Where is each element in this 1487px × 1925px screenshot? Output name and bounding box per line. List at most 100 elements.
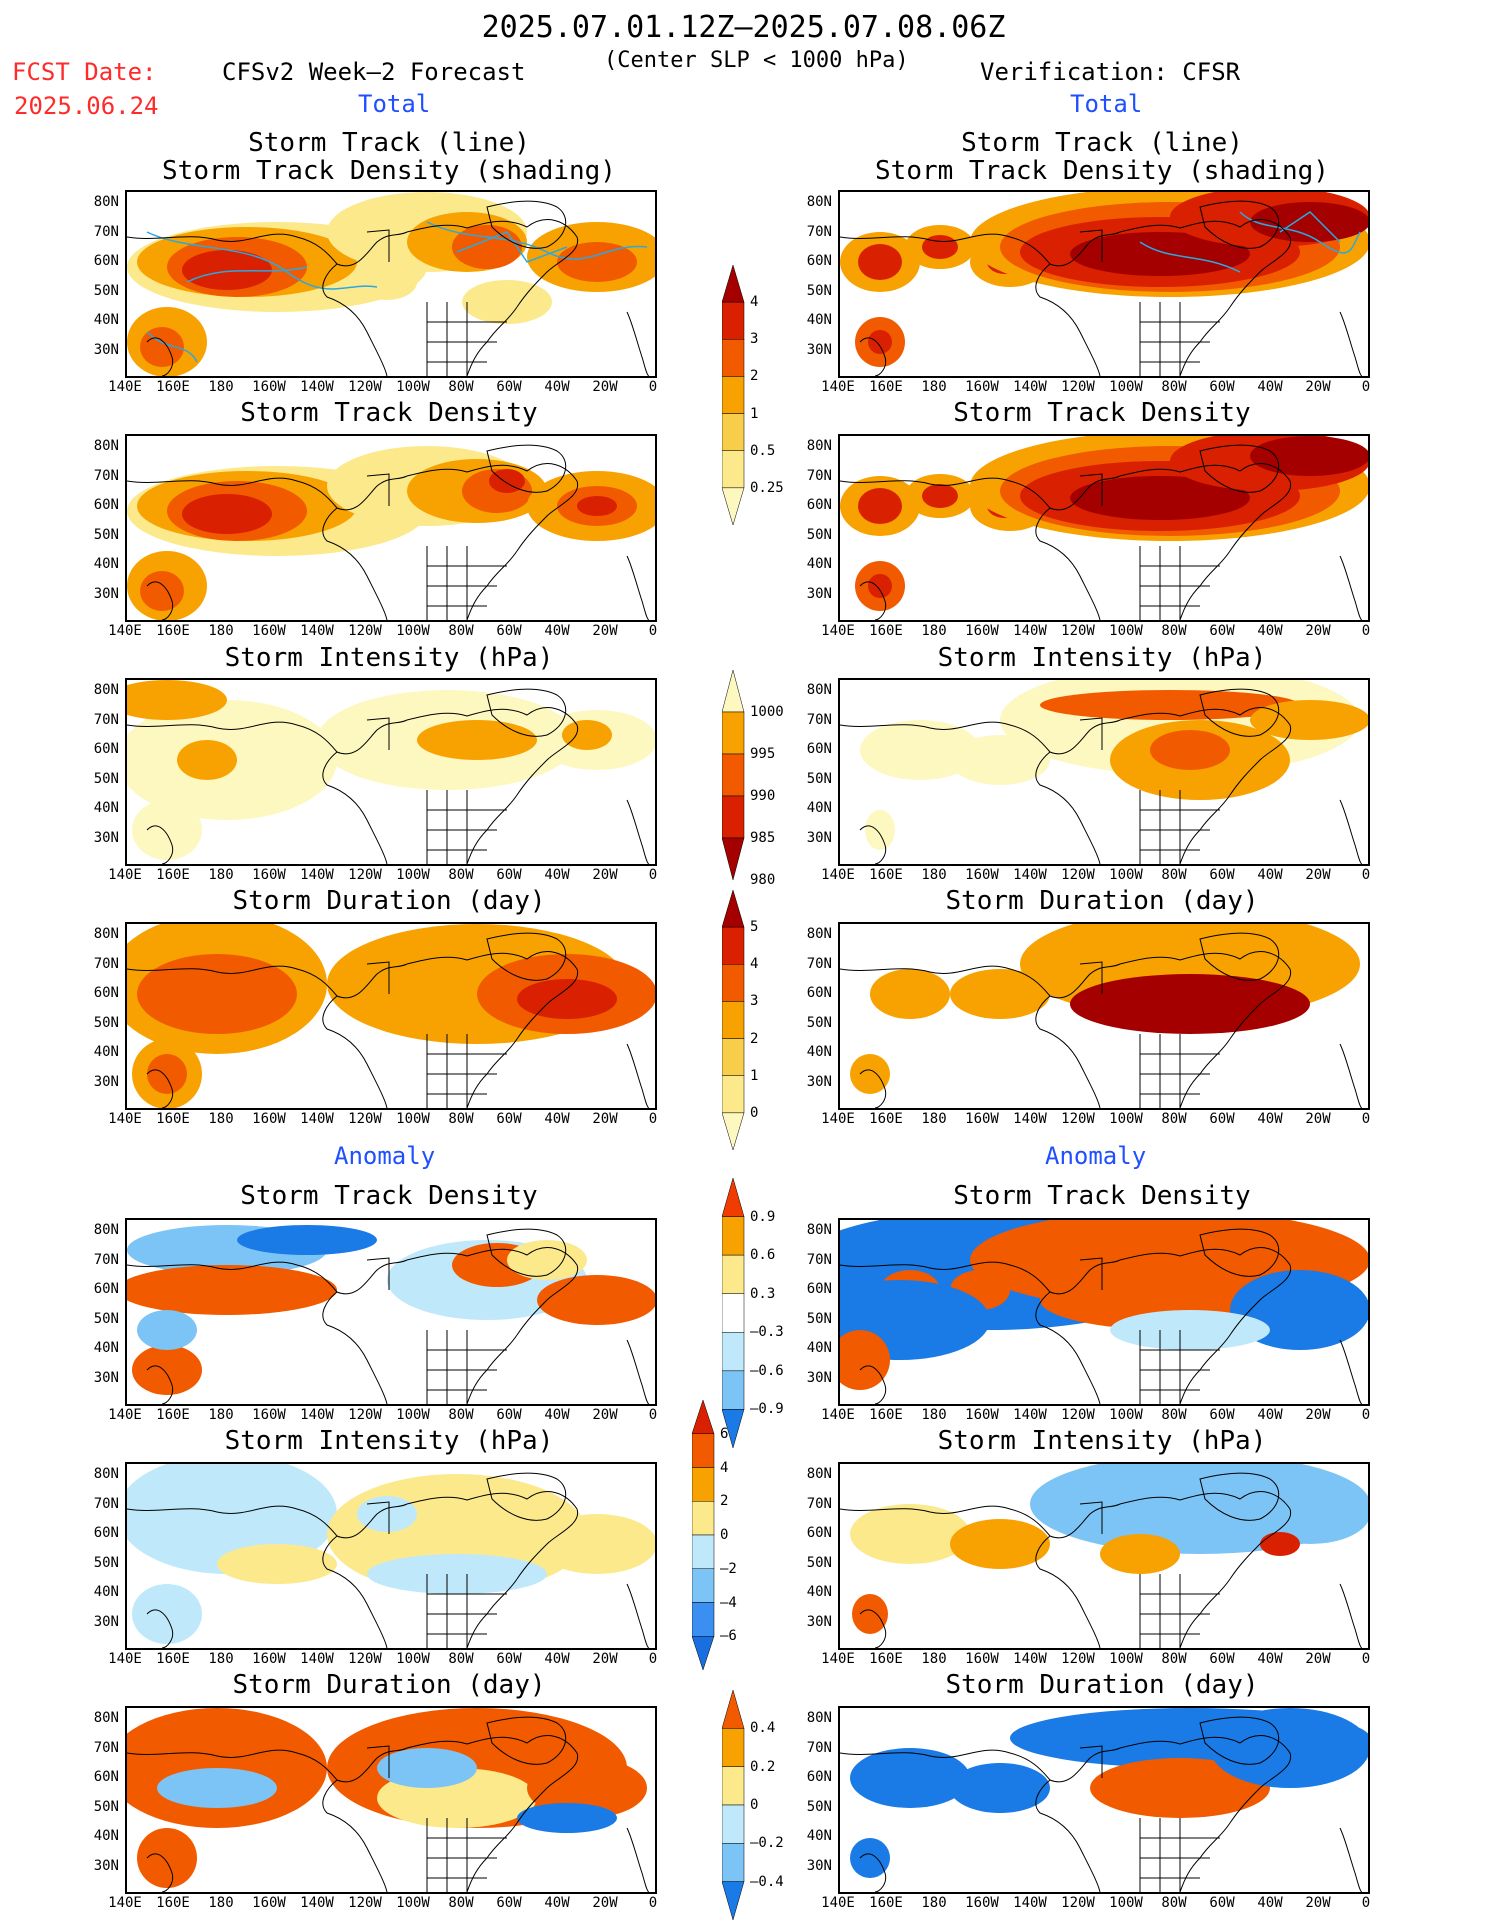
shading-region [1250, 202, 1368, 242]
lon-tick-label: 160W [252, 1111, 286, 1127]
lon-tick-label: 20W [1305, 379, 1331, 395]
coastline [1035, 995, 1101, 1108]
shading-region [850, 1838, 890, 1878]
lat-tick-label: 70N [93, 1251, 119, 1268]
coastline [146, 581, 174, 620]
lon-tick-label: 160W [252, 1651, 286, 1667]
lon-tick-label: 180 [208, 623, 234, 639]
lon-tick-label: 0 [648, 1895, 658, 1911]
lon-tick-label: 40W [1257, 1895, 1283, 1911]
colorbar-label: –2 [720, 1560, 737, 1577]
lon-tick-label: 160W [965, 867, 999, 883]
lat-tick-label: 60N [93, 985, 119, 1001]
panel-title: Storm Intensity (hPa) [937, 1426, 1267, 1456]
coastline [426, 1034, 507, 1108]
lon-tick-label: 140E [821, 867, 855, 883]
lon-tick-label: 60W [496, 1407, 522, 1423]
lon-tick-label: 120W [1061, 623, 1095, 639]
coastline [1079, 473, 1103, 506]
colorbar-swatch [691, 1568, 715, 1603]
coastline [366, 961, 390, 994]
coastline [426, 790, 507, 864]
panel-title: Storm Track Density [240, 398, 538, 428]
lat-tick-label: 80N [806, 1222, 832, 1238]
colorbar-swatch [721, 669, 745, 713]
lon-tick-label: 0 [1361, 867, 1371, 883]
shading-region [507, 1240, 587, 1280]
lon-tick-label: 140E [108, 867, 142, 883]
lon-tick-label: 120W [348, 1895, 382, 1911]
coastline [1199, 932, 1280, 981]
coastline [406, 463, 579, 552]
lon-tick-label: 100W [1109, 1651, 1143, 1667]
lon-tick-label: 160E [156, 1651, 190, 1667]
lat-tick-label: 60N [93, 1281, 119, 1297]
lon-tick-label: 160W [965, 1895, 999, 1911]
lon-tick-label: 140W [300, 1407, 334, 1423]
shading-region [517, 1803, 617, 1833]
coastline [1119, 1735, 1292, 1824]
lat-tick-label: 30N [93, 1073, 119, 1090]
coastline [406, 219, 579, 308]
colorbar-swatch [721, 1177, 745, 1217]
coastline [1339, 1043, 1363, 1108]
lon-tick-label: 60W [496, 379, 522, 395]
coastline [426, 546, 507, 620]
colorbar-swatch [721, 376, 745, 414]
lon-tick-label: 0 [648, 379, 658, 395]
colorbar-swatch [721, 1332, 745, 1372]
lon-tick-label: 60W [1209, 867, 1235, 883]
lon-tick-label: 140E [108, 1111, 142, 1127]
lon-tick-label: 140E [821, 379, 855, 395]
colorbar-swatch [721, 1881, 745, 1921]
colorbar-intensity: 1000 995 990 985 980 [721, 669, 814, 887]
coastline [840, 1747, 1121, 1783]
coastline [626, 799, 650, 864]
shading-region [517, 979, 617, 1019]
colorbar-duration: 5 4 3 2 1 0 [721, 889, 814, 1156]
lon-tick-label: 0 [648, 1111, 658, 1127]
lon-tick-label: 20W [1305, 867, 1331, 883]
lon-tick-label: 180 [921, 1651, 947, 1667]
lon-tick-label: 40W [1257, 1111, 1283, 1127]
colorbar-anom-density: 0.9 0.6 0.3 –0.3 –0.6 –0.9 [721, 1177, 814, 1454]
coastline [1199, 1716, 1280, 1765]
coastline [840, 231, 1121, 267]
lon-tick-label: 140W [300, 1651, 334, 1667]
lat-tick-label: 50N [806, 526, 832, 543]
coastline [840, 1259, 1121, 1295]
lon-tick-label: 140W [1013, 1407, 1047, 1423]
lon-tick-label: 20W [1305, 1111, 1331, 1127]
coastline [1139, 1034, 1220, 1108]
colorbar-label: 985 [750, 830, 776, 846]
period-title: 2025.07.01.12Z–2025.07.08.06Z [481, 10, 1006, 45]
panel-title: Storm Intensity (hPa) [224, 1426, 554, 1456]
shading-region [850, 1504, 970, 1564]
lon-tick-label: 180 [208, 1111, 234, 1127]
lon-tick-label: 160E [869, 1651, 903, 1667]
lon-tick-label: 0 [1361, 1111, 1371, 1127]
lon-tick-label: 120W [1061, 1651, 1095, 1667]
fcst-date: 2025.06.24 [14, 92, 159, 120]
coastline [486, 200, 567, 249]
storm-track-line [186, 266, 308, 283]
coastline [146, 1853, 174, 1892]
lon-tick-label: 20W [592, 1407, 618, 1423]
lat-tick-label: 70N [806, 955, 832, 972]
colorbar-label: 0.3 [750, 1285, 776, 1302]
colorbar-swatch [721, 1843, 745, 1882]
lon-tick-label: 20W [592, 1111, 618, 1127]
lon-tick-label: 20W [1305, 1407, 1331, 1423]
lat-tick-label: 70N [93, 1495, 119, 1512]
lon-tick-label: 160E [156, 379, 190, 395]
shading-region [157, 1768, 277, 1808]
lat-tick-label: 40N [806, 1044, 832, 1060]
lon-tick-label: 0 [648, 1407, 658, 1423]
storm-track-line [456, 231, 568, 263]
lon-tick-label: 160E [156, 867, 190, 883]
lon-tick-label: 160E [869, 867, 903, 883]
lon-tick-label: 140W [1013, 1895, 1047, 1911]
coastline [1079, 717, 1103, 750]
coastline [840, 963, 1121, 999]
lat-tick-label: 60N [93, 497, 119, 513]
